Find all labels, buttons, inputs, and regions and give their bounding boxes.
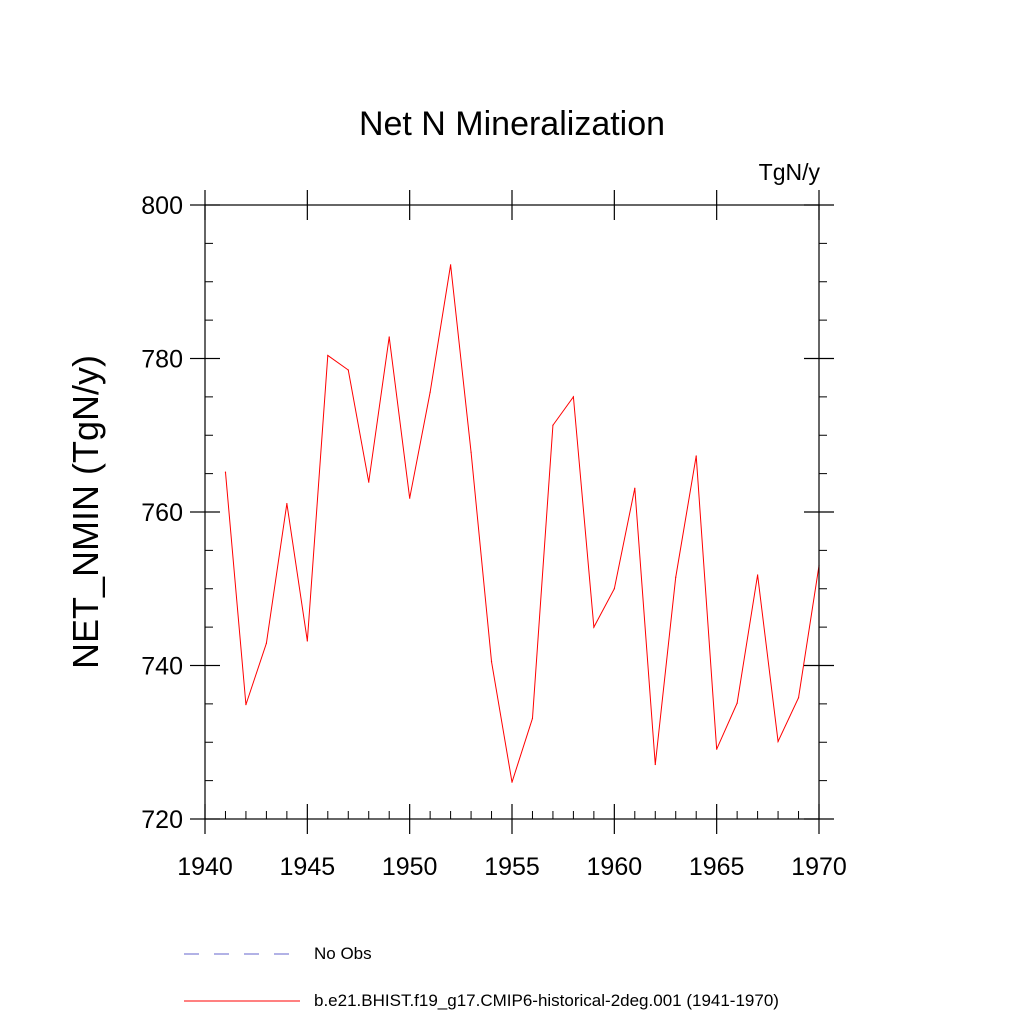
data-point xyxy=(286,502,288,505)
x-tick-label: 1945 xyxy=(280,853,336,881)
x-tick-label: 1960 xyxy=(587,853,643,881)
x-tick-label: 1950 xyxy=(382,853,438,881)
data-point xyxy=(368,481,370,483)
data-point xyxy=(675,576,677,578)
data-point xyxy=(716,748,718,750)
y-axis-label: NET_NMIN (TgN/y) xyxy=(65,355,106,669)
y-tick-label: 760 xyxy=(141,499,183,527)
y-tick-label: 740 xyxy=(141,653,183,681)
data-point xyxy=(245,704,247,706)
data-point xyxy=(224,471,227,473)
data-point xyxy=(797,697,800,699)
legend-label-model: b.e21.BHIST.f19_g17.CMIP6-historical-2de… xyxy=(314,991,779,1010)
data-point xyxy=(511,781,513,783)
units-label: TgN/y xyxy=(759,159,821,185)
y-tick-label: 780 xyxy=(141,346,183,374)
data-point xyxy=(409,497,411,499)
series-layer xyxy=(224,264,820,783)
x-tick-label: 1970 xyxy=(791,853,847,881)
y-tick-label: 800 xyxy=(141,192,183,220)
data-point xyxy=(306,640,308,642)
tick-labels: 720 740 760 780 800 1940 1945 1950 1955 1960 1965 1… xyxy=(141,192,847,881)
data-point xyxy=(490,661,493,663)
data-point xyxy=(429,391,431,393)
plot-frame xyxy=(204,204,820,820)
minor-ticks xyxy=(205,242,827,819)
x-tick-label: 1955 xyxy=(484,853,540,881)
x-tick-label: 1940 xyxy=(177,853,233,881)
data-point xyxy=(552,424,554,426)
x-tick-label: 1965 xyxy=(689,853,745,881)
data-point xyxy=(388,336,390,338)
major-ticks xyxy=(190,190,834,834)
legend: No Obs b.e21.BHIST.f19_g17.CMIP6-histori… xyxy=(184,944,779,1010)
data-point xyxy=(327,354,329,357)
data-point xyxy=(654,763,656,766)
data-point xyxy=(757,574,759,576)
data-point xyxy=(265,642,267,644)
y-tick-label: 720 xyxy=(141,806,183,834)
data-point xyxy=(736,702,738,704)
data-point xyxy=(695,455,697,457)
data-point xyxy=(450,264,452,266)
data-point xyxy=(470,451,472,453)
data-point xyxy=(593,626,595,628)
data-point xyxy=(572,396,575,398)
chart-title: Net N Mineralization xyxy=(359,105,665,143)
data-point xyxy=(613,588,615,590)
data-point xyxy=(777,740,779,743)
data-point xyxy=(347,369,349,371)
legend-label-no-obs: No Obs xyxy=(314,944,372,963)
data-point xyxy=(634,487,636,489)
data-point xyxy=(531,717,534,720)
series-line xyxy=(224,264,820,783)
